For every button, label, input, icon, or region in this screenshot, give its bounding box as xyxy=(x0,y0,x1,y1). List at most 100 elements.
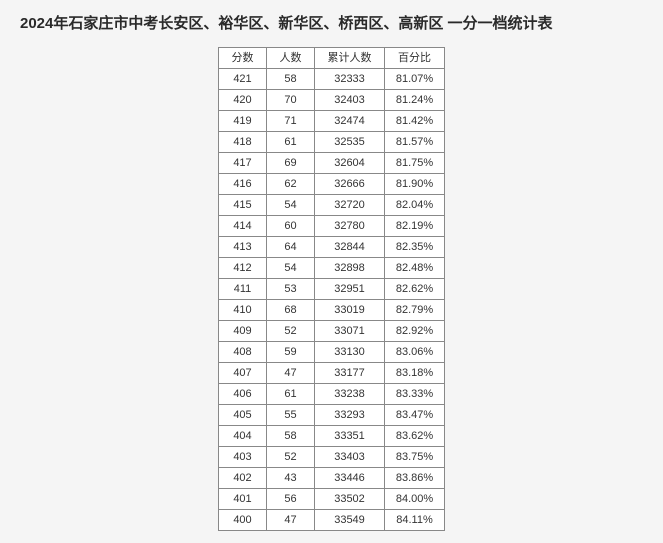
table-cell: 81.57% xyxy=(385,132,445,153)
table-cell: 416 xyxy=(219,174,267,195)
table-cell: 60 xyxy=(267,216,315,237)
table-cell: 405 xyxy=(219,405,267,426)
table-row: 412543289882.48% xyxy=(219,258,445,279)
table-cell: 69 xyxy=(267,153,315,174)
table-cell: 83.47% xyxy=(385,405,445,426)
table-cell: 408 xyxy=(219,342,267,363)
table-header: 分数 人数 累计人数 百分比 xyxy=(219,48,445,69)
table-cell: 83.86% xyxy=(385,468,445,489)
table-cell: 82.62% xyxy=(385,279,445,300)
table-cell: 32898 xyxy=(315,258,385,279)
table-cell: 421 xyxy=(219,69,267,90)
table-cell: 58 xyxy=(267,426,315,447)
table-cell: 32844 xyxy=(315,237,385,258)
table-cell: 83.75% xyxy=(385,447,445,468)
table-row: 419713247481.42% xyxy=(219,111,445,132)
table-cell: 33130 xyxy=(315,342,385,363)
table-cell: 32604 xyxy=(315,153,385,174)
table-cell: 410 xyxy=(219,300,267,321)
table-cell: 54 xyxy=(267,258,315,279)
table-cell: 406 xyxy=(219,384,267,405)
table-cell: 81.90% xyxy=(385,174,445,195)
table-row: 401563350284.00% xyxy=(219,489,445,510)
table-cell: 83.18% xyxy=(385,363,445,384)
table-cell: 402 xyxy=(219,468,267,489)
table-cell: 418 xyxy=(219,132,267,153)
table-cell: 419 xyxy=(219,111,267,132)
table-cell: 415 xyxy=(219,195,267,216)
table-cell: 32535 xyxy=(315,132,385,153)
table-row: 409523307182.92% xyxy=(219,321,445,342)
table-cell: 33019 xyxy=(315,300,385,321)
table-cell: 81.75% xyxy=(385,153,445,174)
table-row: 418613253581.57% xyxy=(219,132,445,153)
table-cell: 32333 xyxy=(315,69,385,90)
table-cell: 61 xyxy=(267,384,315,405)
table-cell: 420 xyxy=(219,90,267,111)
table-row: 410683301982.79% xyxy=(219,300,445,321)
table-cell: 413 xyxy=(219,237,267,258)
table-cell: 409 xyxy=(219,321,267,342)
table-row: 414603278082.19% xyxy=(219,216,445,237)
table-cell: 70 xyxy=(267,90,315,111)
table-cell: 62 xyxy=(267,174,315,195)
col-header-cumulative: 累计人数 xyxy=(315,48,385,69)
table-header-row: 分数 人数 累计人数 百分比 xyxy=(219,48,445,69)
table-row: 411533295182.62% xyxy=(219,279,445,300)
table-cell: 82.48% xyxy=(385,258,445,279)
table-cell: 32474 xyxy=(315,111,385,132)
table-cell: 33502 xyxy=(315,489,385,510)
table-cell: 81.07% xyxy=(385,69,445,90)
table-row: 406613323883.33% xyxy=(219,384,445,405)
table-cell: 52 xyxy=(267,447,315,468)
table-row: 408593313083.06% xyxy=(219,342,445,363)
table-cell: 82.79% xyxy=(385,300,445,321)
table-cell: 81.42% xyxy=(385,111,445,132)
col-header-count: 人数 xyxy=(267,48,315,69)
table-cell: 55 xyxy=(267,405,315,426)
table-row: 415543272082.04% xyxy=(219,195,445,216)
table-cell: 33238 xyxy=(315,384,385,405)
table-cell: 33177 xyxy=(315,363,385,384)
table-row: 404583335183.62% xyxy=(219,426,445,447)
table-cell: 32403 xyxy=(315,90,385,111)
table-cell: 52 xyxy=(267,321,315,342)
table-cell: 83.06% xyxy=(385,342,445,363)
table-cell: 71 xyxy=(267,111,315,132)
table-row: 416623266681.90% xyxy=(219,174,445,195)
table-wrapper: 分数 人数 累计人数 百分比 421583233381.07%420703240… xyxy=(20,47,643,531)
table-cell: 58 xyxy=(267,69,315,90)
table-cell: 33293 xyxy=(315,405,385,426)
table-row: 417693260481.75% xyxy=(219,153,445,174)
table-cell: 32780 xyxy=(315,216,385,237)
table-cell: 82.35% xyxy=(385,237,445,258)
table-cell: 54 xyxy=(267,195,315,216)
table-cell: 64 xyxy=(267,237,315,258)
table-cell: 32666 xyxy=(315,174,385,195)
table-cell: 407 xyxy=(219,363,267,384)
table-cell: 82.19% xyxy=(385,216,445,237)
table-cell: 83.33% xyxy=(385,384,445,405)
table-cell: 404 xyxy=(219,426,267,447)
document-container: 2024年石家庄市中考长安区、裕华区、新华区、桥西区、高新区 一分一档统计表 分… xyxy=(0,0,663,543)
table-cell: 411 xyxy=(219,279,267,300)
table-cell: 82.92% xyxy=(385,321,445,342)
table-row: 420703240381.24% xyxy=(219,90,445,111)
table-cell: 61 xyxy=(267,132,315,153)
table-cell: 33446 xyxy=(315,468,385,489)
table-cell: 53 xyxy=(267,279,315,300)
col-header-percent: 百分比 xyxy=(385,48,445,69)
table-row: 413643284482.35% xyxy=(219,237,445,258)
table-cell: 68 xyxy=(267,300,315,321)
table-cell: 417 xyxy=(219,153,267,174)
col-header-score: 分数 xyxy=(219,48,267,69)
table-cell: 43 xyxy=(267,468,315,489)
table-cell: 33351 xyxy=(315,426,385,447)
table-cell: 403 xyxy=(219,447,267,468)
table-cell: 59 xyxy=(267,342,315,363)
table-cell: 33071 xyxy=(315,321,385,342)
table-cell: 32951 xyxy=(315,279,385,300)
table-row: 407473317783.18% xyxy=(219,363,445,384)
page-title: 2024年石家庄市中考长安区、裕华区、新华区、桥西区、高新区 一分一档统计表 xyxy=(20,12,643,33)
table-cell: 81.24% xyxy=(385,90,445,111)
